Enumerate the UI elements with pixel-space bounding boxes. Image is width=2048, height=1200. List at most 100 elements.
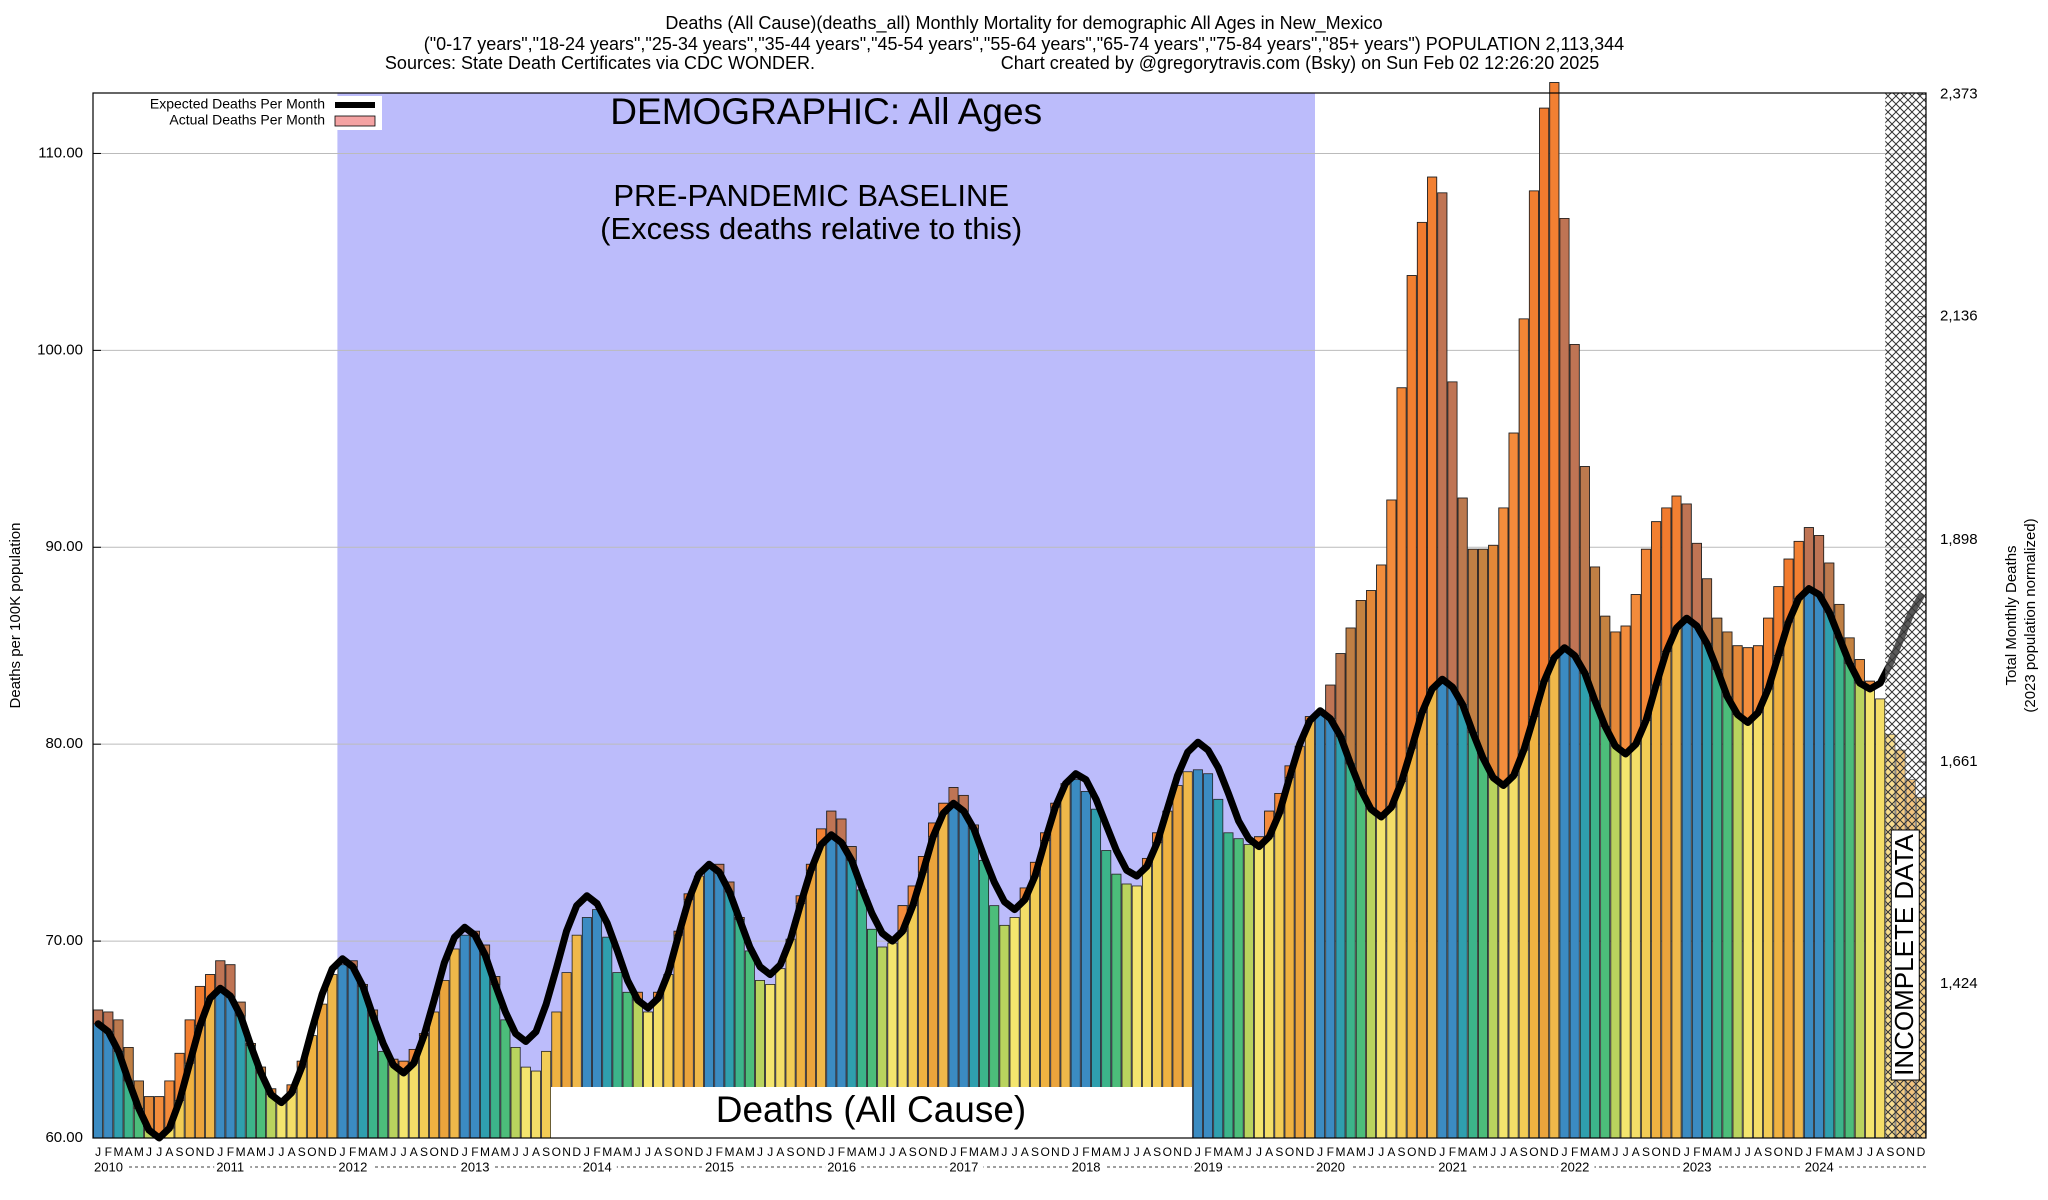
x-tick-label: D [1550, 1145, 1559, 1159]
bar [520, 1066, 531, 1139]
x-tick-label: A [899, 1145, 907, 1159]
excess-segment [1345, 627, 1356, 765]
bar [1223, 832, 1234, 1139]
x-tick-label: M [602, 1145, 612, 1159]
x-tick-label: F [1082, 1145, 1089, 1159]
x-tick-label: S [787, 1145, 795, 1159]
bar [459, 934, 470, 1139]
excess-segment [1437, 192, 1448, 680]
bar [1070, 779, 1081, 1139]
bar [1233, 838, 1244, 1139]
excess-segment [1691, 542, 1702, 627]
y-tick-label: 60.00 [45, 1129, 83, 1146]
x-tick-label: A [165, 1145, 173, 1159]
x-tick-label: J [156, 1145, 162, 1159]
excess-segment [1457, 497, 1468, 706]
year-label-bg [947, 1160, 984, 1175]
x-tick-label: O [1651, 1145, 1660, 1159]
year-label-bg [703, 1160, 739, 1175]
year-label: 2021 [1438, 1159, 1467, 1174]
x-tick-label: J [95, 1145, 101, 1159]
bar [1854, 659, 1865, 1139]
y2-axis-title: (2023 population normalized) [2022, 518, 2039, 712]
x-tick-label: M [1458, 1145, 1468, 1159]
x-tick-label: D [572, 1145, 581, 1159]
x-tick-label: N [807, 1145, 816, 1159]
x-tick-label: M [1845, 1145, 1855, 1159]
y2-tick-label: 2,373 [1940, 85, 1978, 102]
x-tick-label: J [635, 1145, 641, 1159]
year-label-bg [1558, 1160, 1595, 1175]
x-tick-label: M [1824, 1145, 1834, 1159]
x-tick-label: J [462, 1145, 468, 1159]
credit-note: Chart created by @gregorytravis.com (Bsk… [1001, 53, 1600, 73]
year-label-bg [1802, 1160, 1839, 1175]
x-tick-label: S [1398, 1145, 1406, 1159]
x-tick-label: M [378, 1145, 388, 1159]
x-tick-label: M [236, 1145, 246, 1159]
bar [1203, 773, 1214, 1139]
source-note: Sources: State Death Certificates via CD… [385, 53, 815, 73]
x-tick-label: F [1571, 1145, 1578, 1159]
excess-segment [1416, 221, 1427, 714]
y-tick-label: 70.00 [45, 932, 83, 949]
x-tick-label: A [125, 1145, 133, 1159]
x-tick-label: M [1335, 1145, 1345, 1159]
x-tick-label: J [401, 1145, 407, 1159]
year-label-bg [214, 1160, 251, 1175]
x-tick-label: A [1591, 1145, 1599, 1159]
x-tick-label: M [1234, 1145, 1244, 1159]
x-tick-label: J [645, 1145, 651, 1159]
bar [449, 948, 460, 1139]
x-tick-label: J [513, 1145, 519, 1159]
year-label: 2012 [338, 1159, 367, 1174]
year-label-bg [1436, 1160, 1473, 1175]
x-tick-label: J [767, 1145, 773, 1159]
y2-tick-label: 1,424 [1940, 975, 1978, 992]
x-tick-label: M [358, 1145, 368, 1159]
x-tick-label: M [1702, 1145, 1712, 1159]
bar [1865, 680, 1875, 1139]
excess-segment [1447, 381, 1458, 688]
legend-swatch [334, 115, 376, 127]
x-tick-label: F [1693, 1145, 1700, 1159]
x-tick-label: S [176, 1145, 184, 1159]
x-tick-label: M [1478, 1145, 1488, 1159]
year-label-bg [1191, 1160, 1228, 1175]
excess-segment [1640, 548, 1651, 721]
x-tick-label: J [390, 1145, 396, 1159]
expected-line [94, 585, 1925, 1142]
x-tick-label: O [185, 1145, 194, 1159]
x-tick-label: M [480, 1145, 490, 1159]
x-tick-label: A [1387, 1145, 1395, 1159]
x-tick-label: M [745, 1145, 755, 1159]
x-tick-label: N [1418, 1145, 1427, 1159]
year-label-bg [1069, 1160, 1106, 1175]
y2-tick-label: 1,661 [1940, 753, 1978, 770]
x-tick-label: O [1285, 1145, 1294, 1159]
year-label: 2019 [1194, 1159, 1223, 1174]
x-tick-label: N [1540, 1145, 1549, 1159]
demographic-label: DEMOGRAPHIC: All Ages [610, 91, 1042, 132]
x-tick-label: S [1886, 1145, 1894, 1159]
x-tick-label: A [532, 1145, 540, 1159]
excess-segment [1803, 527, 1814, 590]
x-tick-label: F [1204, 1145, 1211, 1159]
bar [1080, 791, 1091, 1139]
x-tick-label: J [706, 1145, 712, 1159]
year-label-bg [1314, 1160, 1350, 1175]
x-tick-label: J [268, 1145, 274, 1159]
x-tick-label: A [1632, 1145, 1640, 1159]
x-tick-label: J [146, 1145, 152, 1159]
excess-segment [1355, 600, 1366, 790]
x-tick-label: J [1735, 1145, 1741, 1159]
x-tick-label: D [1061, 1145, 1070, 1159]
excess-segment [1569, 344, 1580, 656]
x-tick-label: J [757, 1145, 763, 1159]
x-tick-label: J [1012, 1145, 1018, 1159]
excess-segment [1396, 387, 1407, 782]
x-tick-label: J [1001, 1145, 1007, 1159]
baseline-note: (Excess deaths relative to this) [600, 211, 1022, 246]
x-tick-label: J [1256, 1145, 1262, 1159]
bar [378, 1050, 389, 1139]
